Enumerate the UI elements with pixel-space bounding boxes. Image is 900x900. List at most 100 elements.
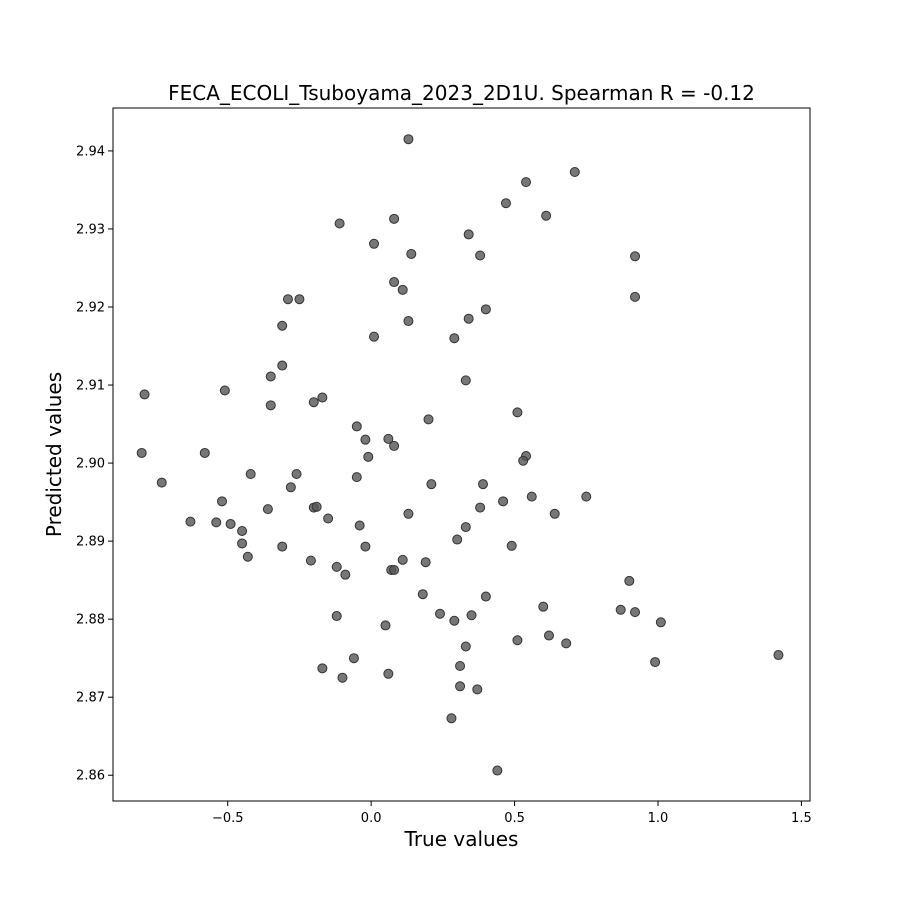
x-tick-label: 0.5 [504, 811, 525, 826]
y-axis-ticks: 2.86 2.87 2.88 2.89 2.90 2.91 2.92 2.93 2.94 [76, 144, 113, 784]
data-point [369, 331, 380, 342]
x-tick-label: 1.5 [791, 811, 812, 826]
data-point [237, 525, 248, 536]
data-point [351, 472, 362, 483]
data-point [480, 591, 491, 602]
data-point [650, 657, 661, 668]
data-point [277, 541, 288, 552]
data-point [478, 479, 489, 490]
data-point [463, 313, 474, 324]
data-point [277, 320, 288, 331]
data-point [460, 522, 471, 533]
data-point [521, 177, 532, 188]
data-point [397, 554, 408, 565]
data-point [475, 250, 486, 261]
data-point [434, 608, 445, 619]
data-point [323, 513, 334, 524]
y-tick-label: 2.87 [76, 691, 105, 706]
data-point [354, 520, 365, 531]
data-point [331, 611, 342, 622]
data-point [245, 469, 256, 480]
data-point [655, 617, 666, 628]
data-point [541, 210, 552, 221]
x-axis-ticks: −0.5 0.0 0.5 1.0 1.5 [212, 801, 812, 826]
data-point [518, 455, 529, 466]
data-point [460, 375, 471, 386]
data-point [369, 238, 380, 249]
data-point [426, 479, 437, 490]
data-point [211, 517, 222, 528]
data-point [773, 650, 784, 661]
data-point [512, 407, 523, 418]
data-point [389, 213, 400, 224]
data-point [472, 684, 483, 695]
chart-title: FECA_ECOLI_Tsuboyama_2023_2D1U. Spearman… [168, 81, 755, 105]
data-point [423, 414, 434, 425]
data-point [317, 663, 328, 674]
data-point [449, 615, 460, 626]
data-point [460, 641, 471, 652]
data-point [389, 440, 400, 451]
data-point [506, 540, 517, 551]
data-point [417, 589, 428, 600]
data-point [291, 469, 302, 480]
data-point [561, 638, 572, 649]
plot-frame [112, 107, 811, 802]
data-point [581, 491, 592, 502]
data-point [136, 447, 147, 458]
data-point [630, 291, 641, 302]
data-point [242, 551, 253, 562]
data-point [363, 451, 374, 462]
data-point [466, 610, 477, 621]
y-tick-label: 2.89 [76, 535, 105, 550]
data-point [389, 277, 400, 288]
data-point [615, 604, 626, 615]
data-point [262, 504, 273, 515]
data-point [219, 385, 230, 396]
data-point [282, 294, 293, 305]
x-tick-label: 1.0 [648, 811, 669, 826]
data-point [340, 569, 351, 580]
data-point [360, 541, 371, 552]
data-point [543, 630, 554, 641]
data-point [420, 557, 431, 568]
data-point [492, 765, 503, 776]
data-point [305, 555, 316, 566]
data-point [308, 397, 319, 408]
data-point [317, 392, 328, 403]
data-point [383, 668, 394, 679]
y-tick-label: 2.93 [76, 222, 105, 237]
data-point [237, 538, 248, 549]
data-point [348, 653, 359, 664]
data-point [225, 518, 236, 529]
data-point [199, 447, 210, 458]
data-point [403, 316, 414, 327]
data-point [549, 508, 560, 519]
data-point [294, 294, 305, 305]
y-axis-label: Predicted values [42, 372, 66, 537]
data-point [406, 248, 417, 259]
data-point [403, 508, 414, 519]
data-point [538, 601, 549, 612]
data-point [139, 389, 150, 400]
data-point [351, 421, 362, 432]
data-point [630, 607, 641, 618]
y-tick-label: 2.88 [76, 613, 105, 628]
data-point [265, 371, 276, 382]
data-point [156, 477, 167, 488]
points-layer [136, 134, 784, 776]
data-point [389, 565, 400, 575]
data-point [452, 534, 463, 545]
data-point [475, 502, 486, 513]
data-point [498, 496, 509, 507]
data-point [331, 561, 342, 572]
x-tick-label: 0.0 [361, 811, 382, 826]
data-point [526, 491, 537, 502]
data-point [455, 660, 466, 671]
data-point [455, 681, 466, 692]
data-point [449, 333, 460, 344]
data-point [569, 166, 580, 177]
data-point [311, 501, 322, 512]
